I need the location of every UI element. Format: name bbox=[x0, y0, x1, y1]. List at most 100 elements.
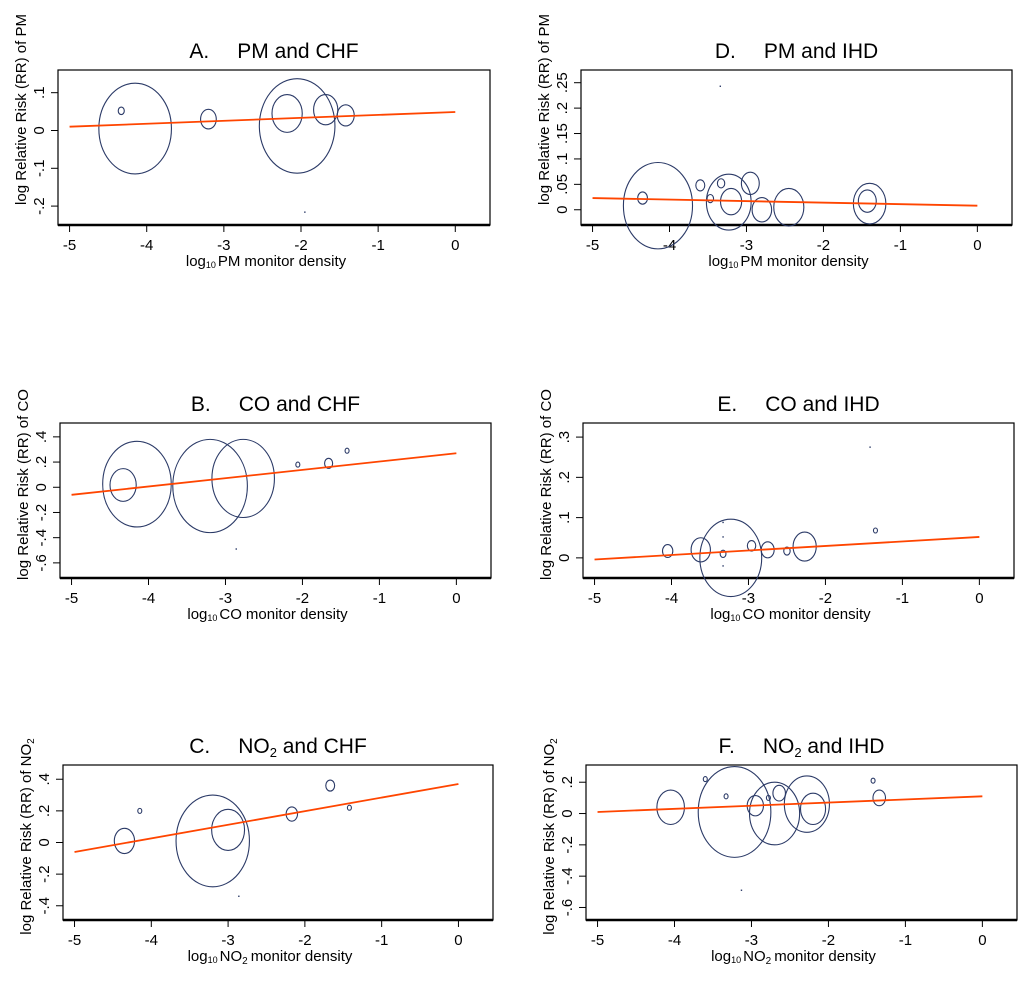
data-point-circle bbox=[872, 527, 879, 534]
y-tick-label: -.4 bbox=[36, 897, 53, 915]
x-axis-label: log10 NO2 monitor density bbox=[711, 948, 876, 967]
x-tick-label: -5 bbox=[586, 237, 599, 254]
y-label-text: log Relative Risk (RR) of CO bbox=[15, 389, 32, 580]
data-point-circle bbox=[622, 161, 694, 250]
chart-a: A. PM and CHF -5 -4 -3 -2 -1 0 log10 PM monitor de… bbox=[13, 14, 491, 270]
data-point-circle bbox=[719, 549, 727, 559]
data-point-circle bbox=[870, 777, 876, 784]
fit-line bbox=[597, 795, 983, 813]
x-label-text: monitor density bbox=[774, 948, 876, 965]
x-label-base: 10 bbox=[208, 955, 218, 965]
y-tick-label: 0 bbox=[31, 126, 48, 134]
data-point-circle bbox=[661, 544, 674, 559]
chart-d: D. PM and IHD -5 -4 -3 -2 -1 0 log10 PM monitor de… bbox=[536, 14, 1013, 270]
y-tick-label: -.2 bbox=[33, 504, 50, 522]
y-tick-label: -.2 bbox=[559, 836, 576, 854]
y-axis-label: log Relative Risk (RR) of NO2 bbox=[18, 738, 37, 935]
fit-line bbox=[74, 783, 459, 853]
x-tick-label: -5 bbox=[591, 932, 604, 949]
panel-f: F. NO2 and IHD -5 -4 -3 -2 -1 0 log10 NO2 monitor … bbox=[512, 663, 1024, 994]
panel-c: C. NO2 and CHF -5 -4 -3 -2 -1 0 log10 NO2 monitor … bbox=[0, 663, 512, 994]
x-tick-label: -1 bbox=[899, 932, 912, 949]
data-point-circle bbox=[344, 447, 350, 454]
y-axis-label: log Relative Risk (RR) of CO bbox=[538, 389, 555, 580]
data-point-circle bbox=[211, 808, 246, 851]
x-tick-label: -3 bbox=[217, 237, 230, 254]
x-label-text: monitor density bbox=[767, 253, 869, 270]
y-tick-label: .25 bbox=[554, 72, 571, 93]
y-axis-label: log Relative Risk (RR) of CO bbox=[15, 389, 32, 580]
data-point-circle bbox=[172, 438, 248, 534]
title-text: CO and CHF bbox=[239, 393, 360, 416]
y-tick-label: 0 bbox=[559, 809, 576, 817]
x-tick-label: -1 bbox=[894, 237, 907, 254]
x-label-pollutant: PM bbox=[218, 253, 241, 270]
data-point-dot bbox=[869, 446, 871, 448]
x-tick-label: -4 bbox=[668, 932, 681, 949]
data-point-circle bbox=[98, 82, 172, 175]
data-point-circle bbox=[325, 779, 336, 792]
title-letter: C. bbox=[189, 735, 210, 758]
x-axis-label: log10 NO2 monitor density bbox=[188, 948, 353, 967]
data-point-circle bbox=[702, 776, 708, 783]
x-label-text: monitor density bbox=[246, 606, 348, 623]
data-point-circle bbox=[109, 468, 137, 502]
x-label-base: 10 bbox=[728, 260, 738, 270]
data-point-circle bbox=[695, 179, 706, 192]
data-point-circle bbox=[872, 789, 887, 807]
y-tick-label: 0 bbox=[36, 838, 53, 846]
x-tick-label: -4 bbox=[665, 590, 678, 607]
x-tick-label: -5 bbox=[68, 932, 81, 949]
data-point-circle bbox=[137, 807, 143, 814]
x-tick-label: -1 bbox=[375, 932, 388, 949]
x-tick-label: -4 bbox=[145, 932, 158, 949]
data-point-dot bbox=[740, 889, 743, 891]
y-tick-label: -.2 bbox=[36, 865, 53, 883]
x-label-pollutant-sub: 2 bbox=[766, 956, 772, 967]
x-axis-label: log10 PM monitor density bbox=[186, 253, 347, 270]
x-tick-label: -2 bbox=[296, 590, 309, 607]
data-point-circle bbox=[295, 461, 301, 468]
y-tick-label: 0 bbox=[33, 483, 50, 491]
x-tick-label: -5 bbox=[63, 237, 76, 254]
data-point-circle bbox=[706, 193, 715, 204]
x-tick-label: -2 bbox=[298, 932, 311, 949]
x-label-log: log bbox=[186, 253, 206, 270]
y-tick-label: .2 bbox=[556, 471, 573, 484]
x-label-base: 10 bbox=[731, 955, 741, 965]
x-label-pollutant: PM bbox=[740, 253, 763, 270]
y-tick-label: -.1 bbox=[31, 160, 48, 178]
x-axis-label: log10 CO monitor density bbox=[710, 606, 871, 623]
x-label-log: log bbox=[708, 253, 728, 270]
y-tick-label: -.4 bbox=[33, 529, 50, 547]
data-point-circle bbox=[716, 178, 726, 189]
title-text: NO bbox=[763, 735, 795, 758]
y-label-subscript: 2 bbox=[26, 738, 37, 744]
y-tick-label: .15 bbox=[554, 123, 571, 144]
data-point-circle bbox=[773, 187, 805, 227]
data-point-dot bbox=[238, 895, 240, 897]
x-label-base: 10 bbox=[730, 613, 740, 623]
data-point-dot bbox=[719, 85, 722, 87]
y-label-text: log Relative Risk (RR) of PM bbox=[536, 14, 553, 205]
y-tick-label: .4 bbox=[36, 773, 53, 786]
title-text: NO bbox=[238, 735, 270, 758]
data-point-circle bbox=[748, 781, 801, 846]
data-point-circle bbox=[637, 191, 649, 205]
x-tick-label: -3 bbox=[745, 932, 758, 949]
data-point-circle bbox=[690, 537, 711, 563]
y-tick-label: 0 bbox=[556, 554, 573, 562]
y-label-text: log Relative Risk (RR) of NO bbox=[18, 744, 35, 935]
data-point-circle bbox=[765, 794, 771, 801]
x-tick-label: 0 bbox=[454, 932, 462, 949]
y-tick-label: .2 bbox=[554, 102, 571, 115]
x-label-pollutant: NO bbox=[220, 948, 243, 965]
y-tick-label: .2 bbox=[33, 456, 50, 469]
x-label-pollutant: CO bbox=[742, 606, 765, 623]
fit-line bbox=[592, 197, 978, 207]
y-tick-label: .1 bbox=[554, 153, 571, 166]
x-tick-label: -2 bbox=[822, 932, 835, 949]
x-label-pollutant: NO bbox=[743, 948, 766, 965]
y-tick-label: 0 bbox=[554, 206, 571, 214]
